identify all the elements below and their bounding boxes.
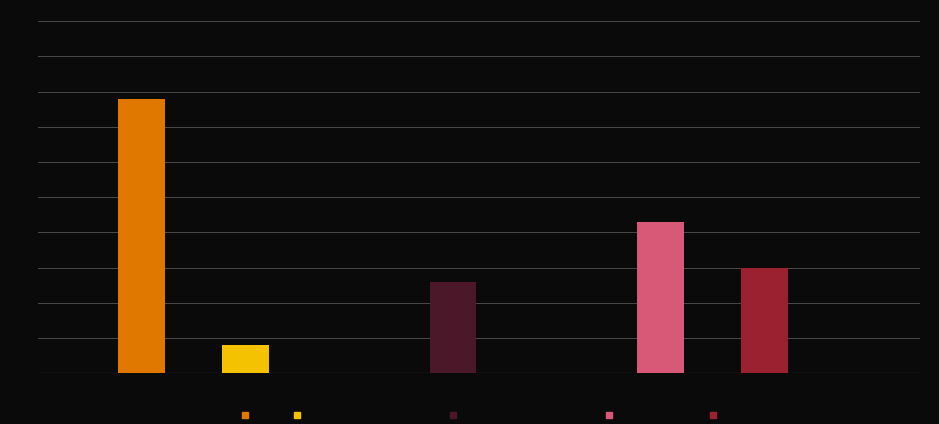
Bar bbox=[429, 282, 476, 373]
Bar bbox=[118, 99, 164, 373]
Bar bbox=[638, 222, 684, 373]
Bar bbox=[741, 268, 788, 373]
Bar bbox=[222, 345, 269, 373]
